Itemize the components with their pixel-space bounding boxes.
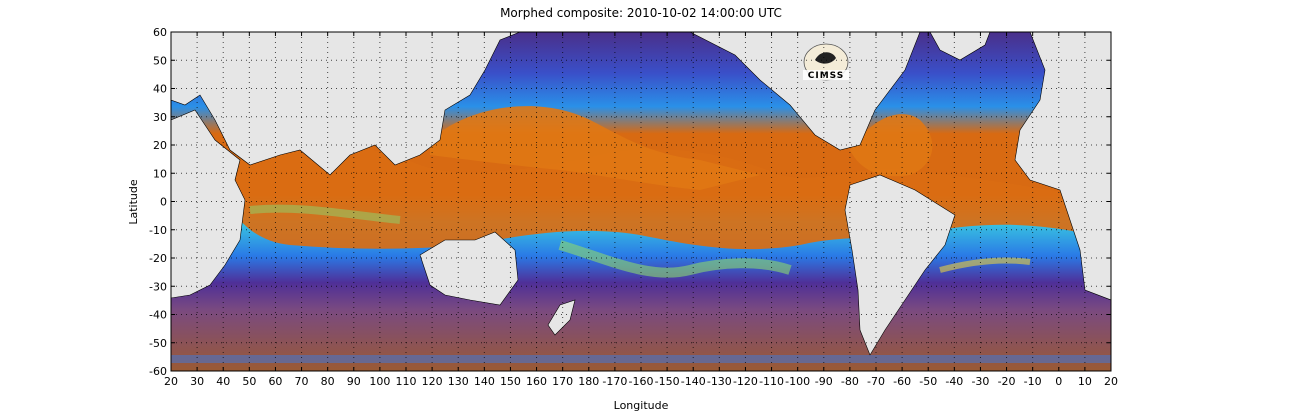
x-tick-label: 110 (396, 375, 417, 388)
x-tick-label: 160 (526, 375, 547, 388)
x-tick-label: 100 (369, 375, 390, 388)
y-tick-label: 30 (153, 111, 167, 124)
x-tick-label: 130 (448, 375, 469, 388)
y-axis: 60 50 40 30 20 10 0 -10 -20 -30 -40 -50 -60 (149, 26, 1111, 378)
y-tick-label: -10 (149, 224, 167, 237)
x-tick-label: -30 (971, 375, 989, 388)
x-tick-label: 50 (242, 375, 256, 388)
x-tick-label: 60 (268, 375, 282, 388)
x-tick-label: 150 (500, 375, 521, 388)
land-south-america (844, 174, 956, 356)
y-tick-label: 40 (153, 83, 167, 96)
x-tick-label: 170 (552, 375, 573, 388)
y-tick-label: 50 (153, 54, 167, 67)
x-tick-label: 10 (1078, 375, 1092, 388)
x-tick-label: 40 (216, 375, 230, 388)
x-tick-label: -170 (602, 375, 627, 388)
x-axis-label: Longitude (614, 399, 669, 412)
x-tick-label: -150 (655, 375, 680, 388)
y-axis-label: Latitude (127, 179, 140, 225)
y-tick-label: -20 (149, 252, 167, 265)
x-tick-label: -40 (945, 375, 963, 388)
x-tick-label: -10 (1024, 375, 1042, 388)
y-tick-label: 10 (153, 167, 167, 180)
moist-band (430, 106, 760, 190)
y-tick-label: -50 (149, 337, 167, 350)
x-tick-label: -100 (785, 375, 810, 388)
land-greenland (929, 32, 991, 61)
moisture-streak (558, 240, 792, 278)
x-tick-label: 30 (190, 375, 204, 388)
y-tick-label: 20 (153, 139, 167, 152)
x-tick-label: -80 (841, 375, 859, 388)
x-tick-label: 20 (164, 375, 178, 388)
x-tick-label: 120 (422, 375, 443, 388)
land-eurasia (171, 32, 521, 176)
land-north-america (689, 32, 921, 151)
x-tick-label: -20 (998, 375, 1016, 388)
x-tick-label: 80 (321, 375, 335, 388)
land-australia (419, 231, 519, 306)
figure-title: Morphed composite: 2010-10-02 14:00:00 U… (500, 6, 782, 20)
x-tick-label: 0 (1055, 375, 1062, 388)
x-tick-label: -110 (759, 375, 784, 388)
x-tick-label: 70 (295, 375, 309, 388)
y-tick-label: 0 (160, 196, 167, 209)
x-tick-label: -130 (707, 375, 732, 388)
x-tick-label: 90 (347, 375, 361, 388)
cimss-logo: CIMSS (803, 43, 849, 81)
x-tick-label: 20 (1104, 375, 1118, 388)
moisture-streak (249, 204, 401, 224)
x-tick-label: -60 (893, 375, 911, 388)
map-field: CIMSS (171, 32, 1111, 371)
x-tick-label: -160 (629, 375, 654, 388)
x-tick-label: -90 (815, 375, 833, 388)
y-tick-label: -30 (149, 280, 167, 293)
x-axis: 20 30 40 50 60 70 80 90 100 110 120 130 140 150 160 170… (164, 32, 1118, 388)
logo-text: CIMSS (808, 71, 844, 81)
land-europe-africa (1014, 32, 1111, 301)
x-tick-label: -50 (919, 375, 937, 388)
y-tick-label: 60 (153, 26, 167, 39)
southern-band (171, 355, 1111, 363)
grid-lines (171, 32, 1111, 371)
x-tick-label: -70 (867, 375, 885, 388)
land-africa (171, 109, 246, 299)
y-tick-label: -60 (149, 365, 167, 378)
y-tick-label: -40 (149, 309, 167, 322)
x-tick-label: 180 (578, 375, 599, 388)
x-tick-label: -120 (733, 375, 758, 388)
moisture-streak (939, 257, 1031, 273)
x-tick-label: -140 (681, 375, 706, 388)
x-tick-label: 140 (474, 375, 495, 388)
